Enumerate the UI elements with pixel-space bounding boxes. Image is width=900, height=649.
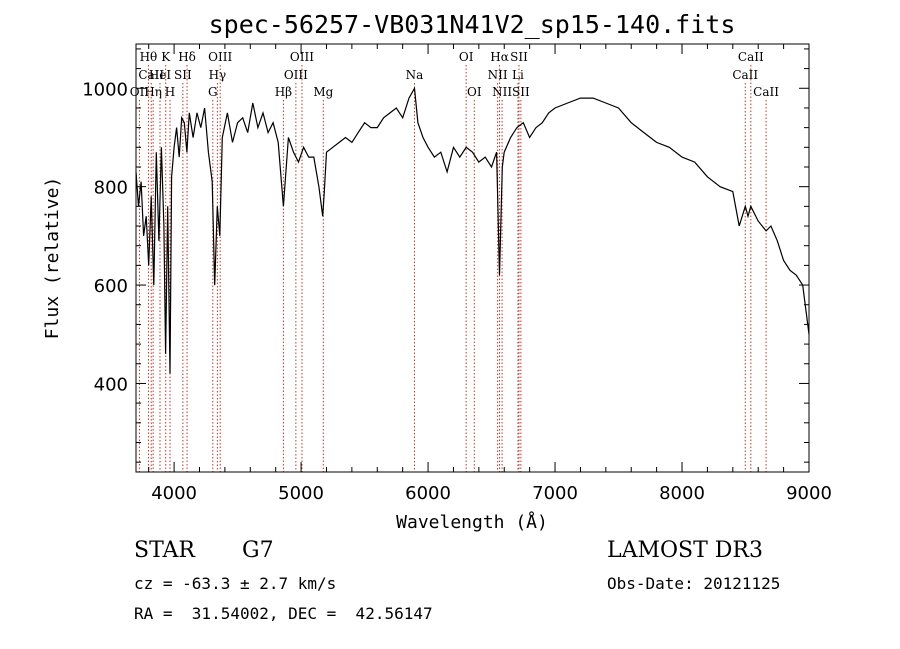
x-tick-label: 8000	[659, 483, 705, 504]
survey-name: LAMOST DR3	[607, 538, 763, 563]
chart-title: spec-56257-VB031N41V2_sp15-140.fits	[209, 10, 736, 39]
y-tick-label: 600	[94, 276, 128, 297]
x-tick-label: 4000	[151, 483, 197, 504]
x-tick-label: 6000	[405, 483, 451, 504]
spectral-line-label: Mg	[313, 85, 333, 99]
y-axis-ticks: 400 600 800 1000	[82, 48, 809, 463]
spectral-line-label: OIII	[208, 50, 232, 64]
redshift-velocity: cz = -63.3 ± 2.7 km/s	[134, 574, 337, 593]
spectral-line-label: CaII	[732, 68, 758, 82]
spectral-line-label: CaII	[738, 50, 764, 64]
spectral-line-label: Hβ	[275, 85, 292, 99]
spectrum-line	[135, 86, 810, 374]
y-tick-label: 800	[94, 178, 128, 199]
x-tick-label: 7000	[532, 483, 578, 504]
spectral-line-label: Li	[512, 68, 524, 82]
spectral-line-label: Na	[406, 68, 424, 82]
spectral-line-label: OIII	[284, 68, 308, 82]
spectral-line-label: HeI	[149, 68, 172, 82]
y-axis-label: Flux (relative)	[42, 177, 63, 340]
y-tick-label: 400	[94, 374, 128, 395]
spectral-line-label: Hδ	[178, 50, 196, 64]
spectral-line-label: OI	[459, 50, 474, 64]
x-axis-ticks: 4000 5000 6000 7000 8000 9000	[148, 44, 832, 504]
spectral-line-label: Hγ	[209, 68, 227, 82]
spectral-line-label: G	[208, 85, 218, 99]
spectral-line-label: SII	[510, 50, 528, 64]
spectral-line-label: K	[161, 50, 171, 64]
plot-frame	[135, 43, 810, 473]
spectral-line-label: CaII	[753, 85, 779, 99]
object-class: STAR	[134, 538, 195, 563]
y-tick-label: 1000	[82, 79, 128, 100]
x-tick-label: 5000	[278, 483, 324, 504]
spectral-line-label: Hη	[144, 85, 162, 99]
spectral-line-markers	[138, 65, 767, 472]
x-tick-label: 9000	[786, 483, 832, 504]
x-axis-label: Wavelength (Å)	[396, 511, 548, 533]
spectral-line-label: NII	[488, 68, 508, 82]
spectral-line-label: SII	[512, 85, 530, 99]
spectral-line-label: Hα	[490, 50, 509, 64]
spectral-line-label: CaII	[138, 68, 164, 82]
observation-date: Obs-Date: 20121125	[607, 574, 781, 593]
spectral-line-label: Hθ	[140, 50, 158, 64]
spectral-line-label: NII	[492, 85, 512, 99]
spectral-line-label: OI	[467, 85, 482, 99]
spectral-line-label: SII	[174, 68, 192, 82]
spectral-line-label: OIII	[290, 50, 314, 64]
spectral-line-label: H	[165, 85, 175, 99]
sky-coordinates: RA = 31.54002, DEC = 42.56147	[134, 604, 433, 623]
object-subclass: G7	[242, 538, 274, 563]
